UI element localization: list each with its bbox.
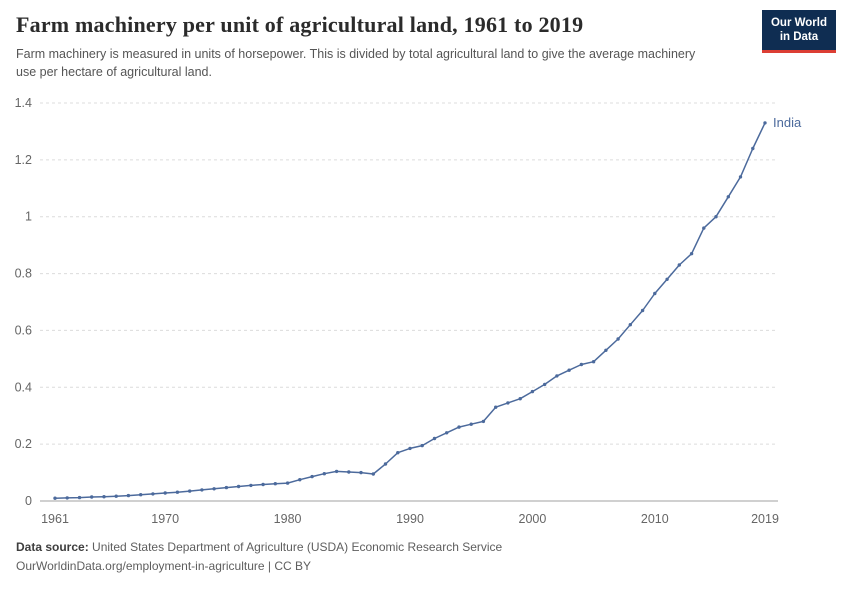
y-tick-label: 0.8 <box>15 267 32 281</box>
data-point[interactable] <box>163 491 167 495</box>
data-point[interactable] <box>653 292 657 296</box>
y-tick-label: 1 <box>25 210 32 224</box>
data-point[interactable] <box>530 390 535 394</box>
y-tick-label: 0.4 <box>15 381 32 395</box>
data-point[interactable] <box>738 175 743 179</box>
data-point[interactable] <box>200 488 204 492</box>
data-point[interactable] <box>591 360 596 364</box>
chart-area[interactable]: 0 0.2 0.4 0.6 0.8 1 1.2 1.4 1961 1970 1980 1990 2000… <box>0 83 850 536</box>
data-point[interactable] <box>506 401 510 405</box>
data-point[interactable] <box>310 475 314 479</box>
data-point[interactable] <box>714 215 718 219</box>
data-point[interactable] <box>334 469 339 474</box>
data-point[interactable] <box>273 482 277 486</box>
chart-title: Farm machinery per unit of agricultural … <box>16 12 584 37</box>
data-point[interactable] <box>383 462 388 466</box>
data-point[interactable] <box>188 489 192 494</box>
y-tick-label: 0.6 <box>15 324 32 338</box>
data-point[interactable] <box>126 494 131 498</box>
y-tick-label: 1.4 <box>15 96 32 110</box>
data-point[interactable] <box>494 405 498 410</box>
data-point[interactable] <box>212 487 216 491</box>
data-point[interactable] <box>432 437 437 441</box>
data-source-label: Data source: <box>16 540 89 555</box>
data-point[interactable] <box>139 493 143 497</box>
series-line-india[interactable] <box>54 122 766 500</box>
data-point[interactable] <box>102 495 106 499</box>
data-point[interactable] <box>689 252 694 256</box>
data-point[interactable] <box>518 397 522 401</box>
data-source-line: Data source: United States Department of… <box>16 538 834 557</box>
x-tick-label: 1970 <box>151 512 179 526</box>
x-tick-label: 2010 <box>641 512 669 526</box>
y-tick-label: 0 <box>25 494 32 508</box>
data-point[interactable] <box>261 483 265 487</box>
line-chart-canvas[interactable]: 0 0.2 0.4 0.6 0.8 1 1.2 1.4 1961 1970 1980 1990 2000… <box>0 83 850 531</box>
data-point[interactable] <box>420 444 424 448</box>
data-point[interactable] <box>371 472 375 476</box>
x-tick-label: 1980 <box>274 512 302 526</box>
data-point[interactable] <box>469 422 473 427</box>
data-point[interactable] <box>445 431 449 435</box>
x-tick-label: 1990 <box>396 512 424 526</box>
data-point[interactable] <box>751 147 755 151</box>
y-tick-label: 1.2 <box>15 153 32 167</box>
data-point[interactable] <box>359 471 363 475</box>
data-point[interactable] <box>665 277 669 282</box>
data-point[interactable] <box>114 494 118 499</box>
owid-logo-line2: in Data <box>779 31 819 44</box>
data-point[interactable] <box>298 478 302 482</box>
data-point[interactable] <box>579 363 584 367</box>
owid-logo[interactable]: Our World in Data <box>761 10 836 53</box>
data-point[interactable] <box>457 425 461 430</box>
x-tick-label: 2019 <box>751 512 779 526</box>
data-point[interactable] <box>285 481 290 486</box>
data-point[interactable] <box>347 470 351 474</box>
data-point[interactable] <box>322 472 326 476</box>
data-point[interactable] <box>726 195 730 199</box>
x-tick-label: 1961 <box>41 512 69 526</box>
data-point[interactable] <box>224 486 229 490</box>
data-point[interactable] <box>763 121 767 125</box>
owid-logo-line1: Our World <box>770 17 827 29</box>
data-point[interactable] <box>175 490 180 495</box>
x-tick-label: 2000 <box>519 512 547 526</box>
data-point[interactable] <box>604 348 608 353</box>
data-point[interactable] <box>702 226 706 231</box>
chart-subtitle: Farm machinery is measured in units of h… <box>16 47 696 80</box>
data-point[interactable] <box>555 374 559 378</box>
data-point[interactable] <box>640 309 645 313</box>
data-point[interactable] <box>236 485 241 489</box>
data-point[interactable] <box>481 419 486 424</box>
data-point[interactable] <box>408 446 412 451</box>
data-point[interactable] <box>543 382 547 387</box>
series-end-label[interactable]: India <box>773 115 802 130</box>
data-point[interactable] <box>616 337 620 341</box>
data-point[interactable] <box>151 492 155 496</box>
data-point[interactable] <box>249 483 253 488</box>
data-point[interactable] <box>65 496 69 500</box>
chart-footer: Data source: United States Department of… <box>0 536 850 575</box>
data-point[interactable] <box>677 263 681 267</box>
y-tick-label: 0.2 <box>15 437 32 451</box>
data-point[interactable] <box>53 496 57 501</box>
data-source-text: United States Department of Agriculture … <box>92 540 503 555</box>
data-point[interactable] <box>396 451 400 455</box>
data-point[interactable] <box>628 323 632 327</box>
data-point[interactable] <box>567 368 571 373</box>
credit-line: OurWorldinData.org/employment-in-agricul… <box>16 558 312 573</box>
data-point[interactable] <box>77 496 82 500</box>
chart-header: Farm machinery per unit of agricultural … <box>0 0 850 81</box>
data-point[interactable] <box>90 495 94 499</box>
